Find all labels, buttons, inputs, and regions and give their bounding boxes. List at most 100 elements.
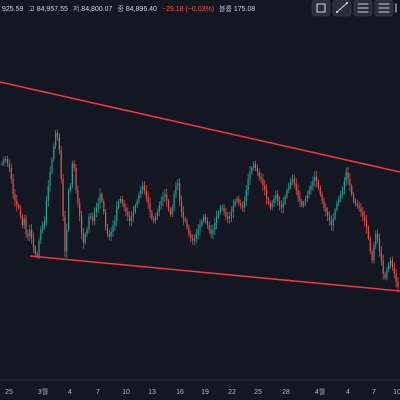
candle-body xyxy=(212,229,214,234)
candle-body xyxy=(114,220,116,226)
candle-body xyxy=(53,146,55,160)
x-axis-ticks: 25 3월 4 7 10 13 16 19 22 25 28 4월 4 7 10 xyxy=(5,387,400,396)
x-tick-label: 7 xyxy=(372,389,376,396)
candle-body xyxy=(373,245,375,261)
upper-trendline[interactable] xyxy=(0,81,400,173)
candle-body xyxy=(119,198,122,201)
candle-body xyxy=(27,234,29,237)
legend-close-label: 종 xyxy=(117,5,124,13)
candle-body xyxy=(362,212,364,217)
x-tick-label: 10 xyxy=(122,389,130,396)
candle-body xyxy=(319,187,321,195)
legend-close-value: 84,896.40 xyxy=(126,6,157,13)
legend-high-label: 고 xyxy=(28,5,35,13)
candle-body xyxy=(297,190,299,197)
trend-line-icon[interactable] xyxy=(332,0,352,17)
x-tick-label: 19 xyxy=(201,389,209,396)
candle-body xyxy=(262,179,264,186)
candle-body xyxy=(258,172,260,177)
candle-body xyxy=(243,201,246,208)
candle-body xyxy=(382,260,384,274)
candle-body xyxy=(206,220,208,226)
candle-body xyxy=(14,194,16,201)
candle-body xyxy=(103,201,105,212)
candle-body xyxy=(93,212,96,221)
candle-body xyxy=(349,179,351,186)
candle-body xyxy=(295,183,297,190)
candle-body xyxy=(328,216,331,221)
candle-body xyxy=(278,201,281,206)
candle-body xyxy=(40,229,42,241)
candlestick-series xyxy=(1,129,399,293)
legend-low-value: 84,800.07 xyxy=(81,6,112,13)
candle-body xyxy=(180,201,183,212)
candle-body xyxy=(79,203,81,217)
candle-body xyxy=(203,216,205,221)
candle-body xyxy=(145,190,147,197)
candle-body xyxy=(171,207,173,215)
x-tick-label: 3월 xyxy=(38,387,48,396)
legend-volume-label: 볼륨 xyxy=(219,4,232,13)
candle-body xyxy=(293,179,295,184)
candle-body xyxy=(116,207,118,221)
candle-body xyxy=(216,216,218,223)
candle-body xyxy=(166,194,168,201)
candle-body xyxy=(290,181,292,186)
candle-body xyxy=(253,163,255,168)
candle-body xyxy=(332,218,334,226)
candle-body xyxy=(123,203,125,208)
legend-open-value: 925.59 xyxy=(2,6,24,13)
candle-body xyxy=(36,253,38,256)
candle-body xyxy=(291,179,294,182)
candle-body xyxy=(195,234,197,239)
candle-body xyxy=(393,267,395,274)
candle-body xyxy=(121,198,123,204)
candle-body xyxy=(143,185,146,190)
x-tick-label: 4월 xyxy=(315,387,325,396)
candle-body xyxy=(58,137,60,151)
candle-body xyxy=(62,179,64,217)
candle-body xyxy=(66,229,68,252)
candle-body xyxy=(245,190,247,201)
candle-body xyxy=(225,212,227,217)
candle-body xyxy=(153,218,155,221)
candle-body xyxy=(167,201,170,210)
candle-body xyxy=(12,179,14,195)
x-tick-label: 28 xyxy=(282,389,290,396)
candle-body xyxy=(273,198,275,204)
candle-body xyxy=(214,223,216,230)
candle-body xyxy=(223,207,225,212)
candle-body xyxy=(108,234,110,237)
candle-body xyxy=(6,159,9,164)
candle-body xyxy=(134,205,136,212)
candle-body xyxy=(73,163,75,168)
x-tick-label: 16 xyxy=(176,389,184,396)
candle-body xyxy=(217,212,220,217)
candle-body xyxy=(280,205,283,208)
candle-body xyxy=(247,179,249,190)
horizontal-line-icon[interactable] xyxy=(353,0,373,17)
candle-body xyxy=(380,251,382,261)
drawing-tools-icon[interactable] xyxy=(374,0,394,17)
chart-type-icon[interactable] xyxy=(311,0,331,17)
candle-body xyxy=(160,201,162,206)
candle-body xyxy=(197,229,199,234)
candle-body xyxy=(64,216,66,252)
candle-body xyxy=(149,203,151,212)
candle-body xyxy=(314,176,316,182)
candle-body xyxy=(330,220,332,226)
candle-body xyxy=(227,216,229,219)
candle-body xyxy=(321,194,323,201)
lower-trendline[interactable] xyxy=(29,255,400,292)
candle-body xyxy=(18,205,20,208)
candle-body xyxy=(45,201,48,221)
candle-body xyxy=(323,201,325,208)
candle-body xyxy=(23,218,25,226)
candle-body xyxy=(352,194,355,201)
candle-body xyxy=(208,225,210,230)
candle-body xyxy=(360,207,362,212)
candle-body xyxy=(75,168,77,190)
candle-body xyxy=(147,196,149,204)
